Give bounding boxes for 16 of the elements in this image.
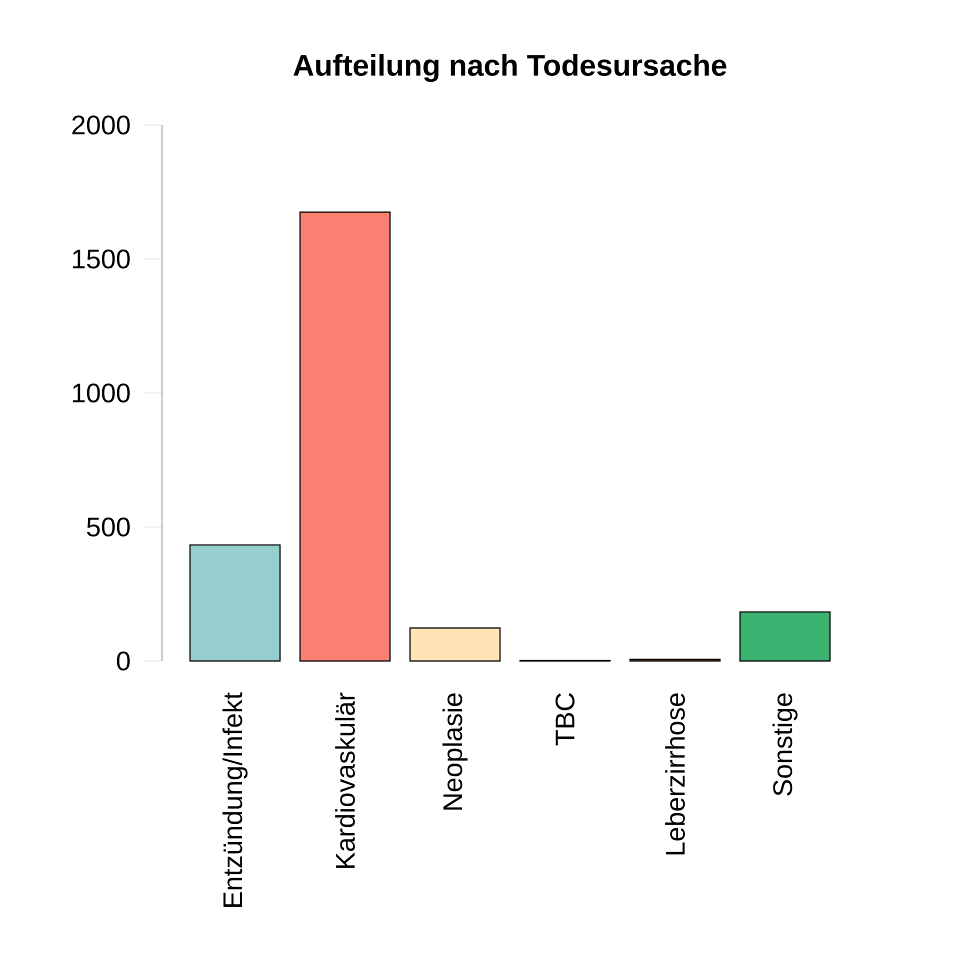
x-tick-label: Sonstige — [772, 693, 798, 796]
x-tick-label: Neoplasie — [442, 693, 468, 810]
y-tick-label: 1000 — [73, 383, 130, 403]
bar — [299, 211, 391, 662]
y-tick-label: 2000 — [72, 115, 130, 135]
y-tick-label: 0 — [116, 651, 130, 671]
bar — [739, 611, 831, 662]
y-tick-label: 1500 — [73, 249, 130, 269]
x-tick-label: Kardiovaskulär — [335, 692, 355, 868]
bar — [189, 544, 281, 662]
chart-title: Aufteilung nach Todesursache — [293, 54, 726, 82]
y-tick-label: 500 — [87, 517, 130, 537]
x-tick-label: TBC — [556, 693, 575, 746]
x-tick-label: Leberzirrhose — [665, 693, 685, 854]
x-tick-label: Entzündung/Infekt — [222, 692, 248, 907]
bar — [409, 627, 501, 662]
